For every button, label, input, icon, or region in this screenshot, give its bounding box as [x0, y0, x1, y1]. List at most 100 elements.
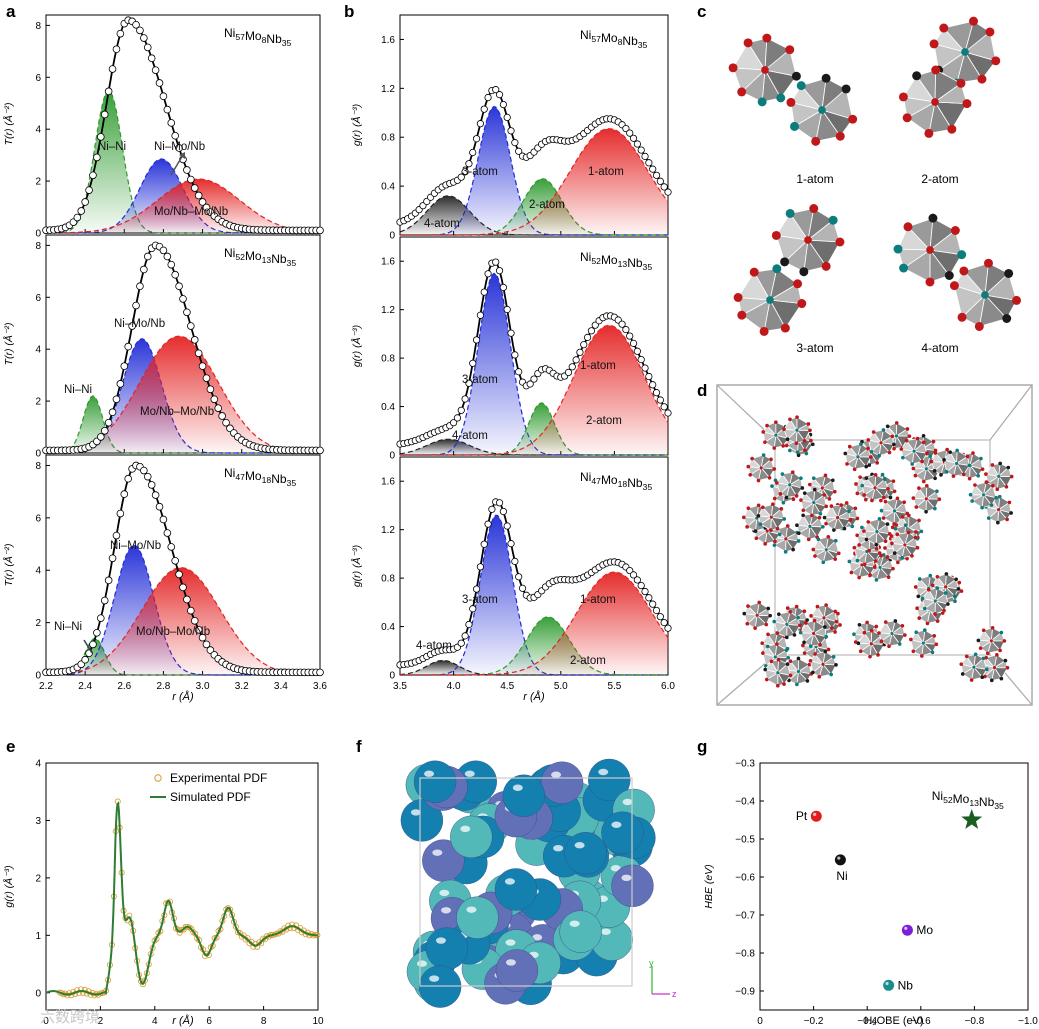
element: Nb: [271, 252, 287, 266]
atom: [984, 472, 988, 476]
atom: [931, 98, 939, 106]
point-highlight: [904, 926, 908, 931]
atom: [903, 633, 907, 637]
atom: [989, 503, 994, 507]
data-point: [206, 385, 215, 394]
subscript: 18: [262, 475, 272, 485]
atom: [931, 439, 936, 444]
atom: [794, 494, 799, 498]
atom: [769, 457, 773, 462]
composition-label: Ni47Mo18Nb35: [580, 470, 652, 492]
y-tick-label: 8: [35, 21, 41, 32]
atom: [985, 27, 995, 37]
data-point: [175, 144, 183, 152]
data-point: [526, 380, 534, 388]
atom: [965, 454, 970, 459]
atom: [939, 23, 949, 33]
supercell-cluster: [920, 586, 950, 616]
data-point: [167, 119, 176, 127]
atom: [925, 277, 935, 287]
data-point: [515, 573, 523, 581]
subscript: 57: [591, 34, 601, 44]
data-point: [175, 282, 183, 291]
data-point: [503, 113, 511, 121]
subscript: 13: [618, 259, 628, 269]
atom: [978, 646, 983, 650]
atom: [943, 591, 948, 595]
atom: [794, 441, 799, 446]
y-tick-label: 0.4: [381, 402, 395, 413]
supercell-cluster: [877, 619, 907, 649]
atom: [821, 662, 825, 666]
atom: [980, 505, 984, 510]
data-point: [108, 408, 117, 417]
atom: [1004, 268, 1014, 278]
subscript: 57: [235, 32, 245, 42]
sphere-highlight: [574, 842, 585, 849]
data-point: [171, 556, 179, 565]
data-point: [140, 265, 148, 274]
atom: [795, 450, 800, 454]
data-point: [97, 133, 105, 141]
component-label: Ni–Ni: [64, 384, 92, 396]
atom: [805, 618, 809, 622]
x-tick-label: 4: [152, 1016, 158, 1027]
atom: [841, 84, 851, 94]
atom: [881, 428, 886, 432]
sphere-highlight: [441, 907, 452, 914]
data-point: [112, 531, 121, 540]
polyhedron-face: [879, 435, 895, 445]
x-tick-label: 2.6: [117, 681, 131, 692]
data-point: [652, 171, 661, 179]
atom-sphere: [400, 799, 444, 842]
polyhedron-face: [922, 635, 937, 645]
data-point: [515, 368, 523, 376]
y-tick-label: 2: [35, 618, 41, 629]
y-tick-label: 0: [35, 229, 41, 240]
y-axis-label: g(r) (Å⁻³): [350, 325, 363, 367]
sphere-highlight: [504, 878, 515, 885]
atom: [891, 566, 895, 571]
atom: [826, 534, 831, 539]
atom: [865, 620, 869, 625]
atom: [885, 555, 890, 559]
component-area: [46, 179, 320, 233]
atom: [967, 463, 972, 468]
y-tick-label: 4: [35, 125, 41, 136]
x-tick-label: 4.5: [500, 681, 514, 692]
sphere-highlight: [435, 937, 446, 944]
atom: [756, 514, 761, 518]
atom: [928, 213, 938, 223]
atom: [907, 513, 911, 518]
y-tick-label: −0.3: [735, 759, 755, 770]
polyhedron-face: [879, 558, 894, 570]
atom: [901, 455, 905, 460]
component-label: Ni–Mo/Nb: [114, 318, 165, 330]
atom: [921, 433, 926, 438]
panel-b-chart: 00.40.81.21.6 Ni57Mo8Nb354-atom3-atom2-at…: [350, 14, 675, 703]
atom: [746, 604, 750, 608]
y-tick-label: −0.4: [735, 797, 755, 808]
data-point: [143, 472, 152, 481]
atom: [831, 655, 836, 659]
component-label: Mo/Nb–Mo/Nb: [140, 406, 214, 418]
data-point: [198, 362, 207, 370]
atom: [880, 472, 885, 477]
component-area: [46, 90, 320, 233]
y-axis-label: T(r) (Å⁻²): [2, 544, 15, 587]
subscript: 8: [262, 35, 267, 45]
data-point: [214, 404, 223, 412]
y-tick-label: 0: [35, 988, 41, 999]
atom: [770, 484, 774, 488]
atom: [985, 651, 990, 656]
data-point: [163, 252, 172, 261]
atom: [874, 624, 879, 629]
x-tick-label: −0.6: [911, 1016, 931, 1027]
data-point: [495, 91, 504, 99]
atom: [853, 506, 858, 511]
data-point: [190, 616, 199, 625]
sphere-highlight: [410, 809, 421, 816]
data-point: [587, 327, 596, 335]
data-point: [140, 34, 148, 42]
atom: [906, 530, 911, 535]
